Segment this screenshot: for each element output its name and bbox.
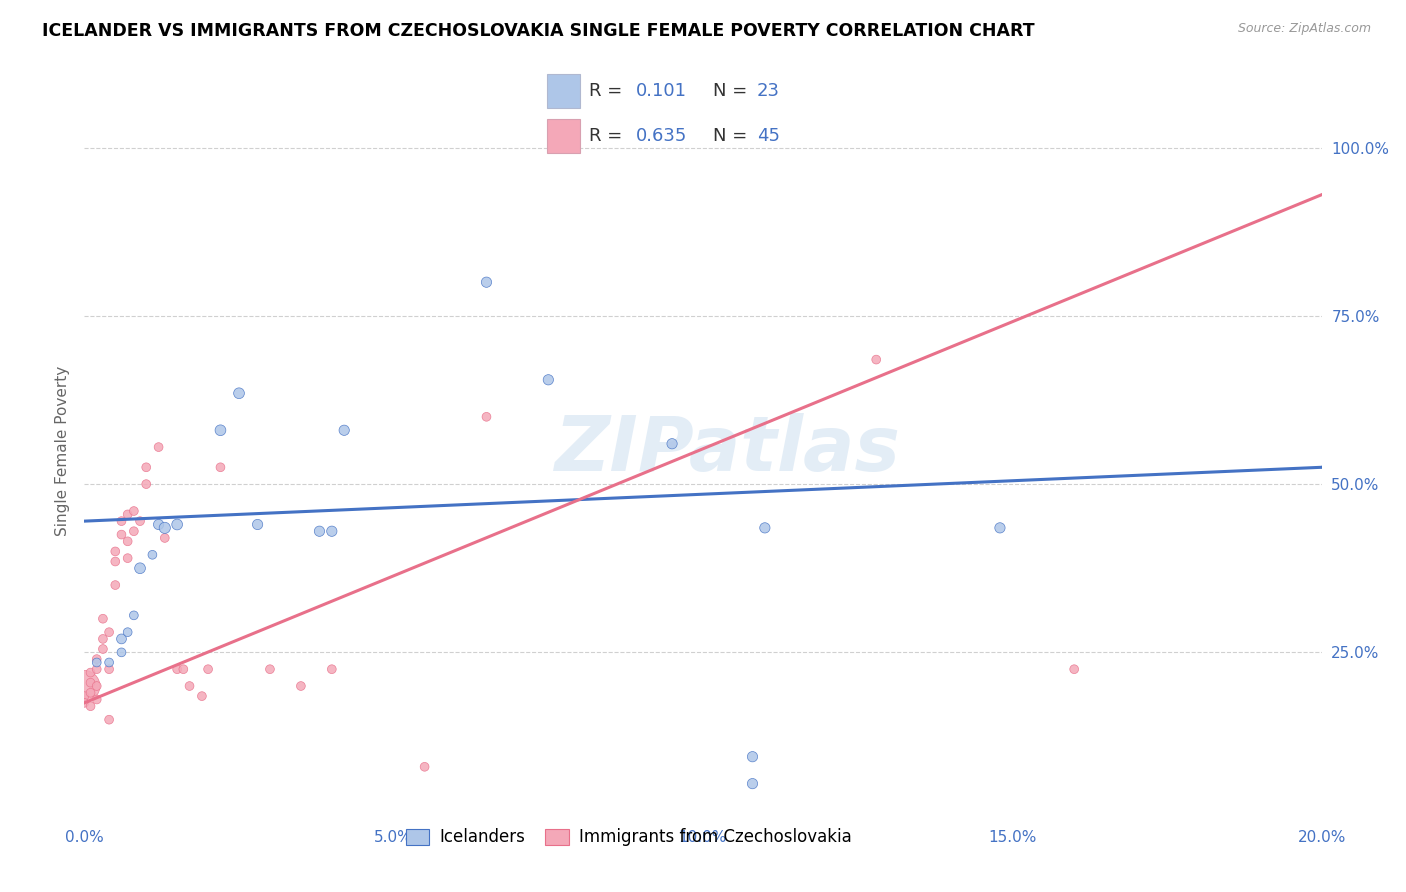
FancyBboxPatch shape	[547, 74, 579, 108]
Point	[98, 625, 121, 640]
Point	[122, 504, 145, 518]
Point	[98, 713, 121, 727]
Point	[79, 665, 101, 680]
Text: ICELANDER VS IMMIGRANTS FROM CZECHOSLOVAKIA SINGLE FEMALE POVERTY CORRELATION CH: ICELANDER VS IMMIGRANTS FROM CZECHOSLOVA…	[42, 22, 1035, 40]
Point	[413, 760, 436, 774]
Point	[197, 662, 219, 676]
Point	[1063, 662, 1085, 676]
Point	[110, 632, 132, 646]
Point	[98, 656, 121, 670]
Point	[135, 460, 157, 475]
Text: Source: ZipAtlas.com: Source: ZipAtlas.com	[1237, 22, 1371, 36]
Point	[333, 423, 356, 437]
FancyBboxPatch shape	[547, 120, 579, 153]
Point	[86, 662, 108, 676]
Point	[73, 679, 96, 693]
Point	[135, 477, 157, 491]
Point	[228, 386, 250, 401]
Point	[104, 578, 127, 592]
Point	[209, 460, 232, 475]
Point	[104, 544, 127, 558]
Point	[172, 662, 194, 676]
Point	[741, 749, 763, 764]
Point	[179, 679, 201, 693]
Point	[141, 548, 163, 562]
Point	[91, 632, 114, 646]
Point	[98, 662, 121, 676]
Point	[73, 696, 96, 710]
Text: R =: R =	[589, 82, 621, 100]
Point	[321, 662, 343, 676]
Y-axis label: Single Female Poverty: Single Female Poverty	[55, 366, 70, 535]
Point	[290, 679, 312, 693]
Text: N =: N =	[713, 82, 747, 100]
Point	[86, 692, 108, 706]
Point	[129, 561, 152, 575]
Point	[117, 508, 139, 522]
Point	[110, 527, 132, 541]
Point	[86, 679, 108, 693]
Point	[117, 551, 139, 566]
Point	[191, 689, 214, 703]
Point	[153, 521, 176, 535]
Point	[79, 675, 101, 690]
Point	[86, 652, 108, 666]
Point	[166, 662, 188, 676]
Point	[73, 689, 96, 703]
Text: 23: 23	[756, 82, 780, 100]
Point	[246, 517, 269, 532]
Point	[537, 373, 560, 387]
Point	[110, 645, 132, 659]
Point	[104, 555, 127, 569]
Point	[259, 662, 281, 676]
Text: 0.635: 0.635	[636, 128, 688, 145]
Text: ZIPatlas: ZIPatlas	[555, 414, 901, 487]
Point	[148, 517, 170, 532]
Point	[865, 352, 887, 367]
Point	[122, 608, 145, 623]
Point	[475, 275, 498, 289]
Point	[321, 524, 343, 539]
Point	[741, 776, 763, 791]
Point	[153, 531, 176, 545]
Point	[148, 440, 170, 454]
Point	[91, 642, 114, 657]
Point	[129, 514, 152, 528]
Point	[661, 436, 683, 450]
Point	[79, 699, 101, 714]
Point	[754, 521, 776, 535]
Text: 45: 45	[756, 128, 780, 145]
Point	[166, 517, 188, 532]
Point	[308, 524, 330, 539]
Text: R =: R =	[589, 128, 621, 145]
Point	[110, 514, 132, 528]
Point	[79, 686, 101, 700]
Point	[475, 409, 498, 424]
Point	[86, 656, 108, 670]
Point	[209, 423, 232, 437]
Point	[117, 625, 139, 640]
Point	[988, 521, 1011, 535]
Point	[122, 524, 145, 539]
Point	[117, 534, 139, 549]
Point	[91, 612, 114, 626]
Text: 0.101: 0.101	[636, 82, 686, 100]
Text: N =: N =	[713, 128, 747, 145]
Legend: Icelanders, Immigrants from Czechoslovakia: Icelanders, Immigrants from Czechoslovak…	[399, 822, 858, 853]
